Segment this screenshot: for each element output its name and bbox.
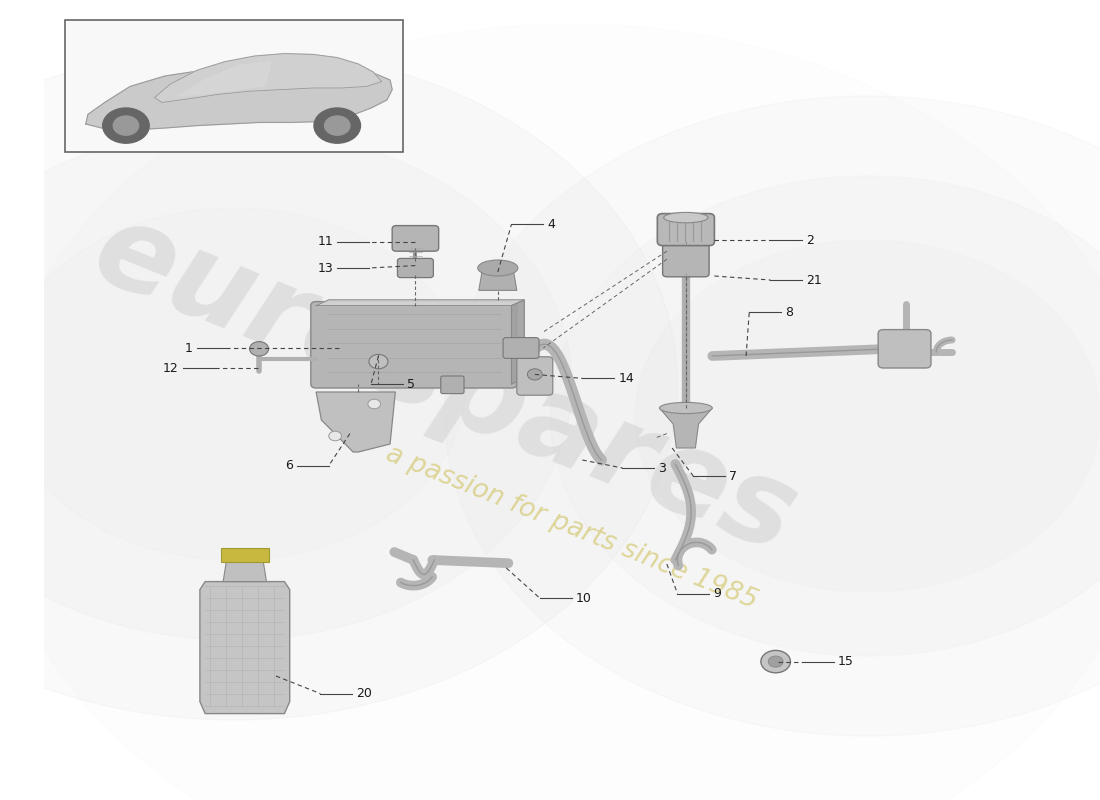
Polygon shape xyxy=(0,24,1100,800)
Text: 6: 6 xyxy=(285,459,293,472)
FancyBboxPatch shape xyxy=(517,357,553,395)
FancyBboxPatch shape xyxy=(658,214,714,246)
Polygon shape xyxy=(446,96,1100,736)
Text: 12: 12 xyxy=(163,362,179,374)
Polygon shape xyxy=(512,300,525,384)
FancyBboxPatch shape xyxy=(503,338,539,358)
Text: 13: 13 xyxy=(317,262,333,274)
Text: 3: 3 xyxy=(659,462,667,474)
FancyBboxPatch shape xyxy=(441,376,464,394)
Text: 20: 20 xyxy=(356,687,372,700)
Ellipse shape xyxy=(477,260,518,276)
FancyBboxPatch shape xyxy=(878,330,931,368)
Polygon shape xyxy=(635,240,1100,592)
Polygon shape xyxy=(0,128,572,640)
FancyBboxPatch shape xyxy=(311,302,517,388)
Circle shape xyxy=(250,342,268,356)
Circle shape xyxy=(314,108,361,143)
Text: 14: 14 xyxy=(618,372,634,385)
Text: 9: 9 xyxy=(713,587,722,600)
Text: 7: 7 xyxy=(729,470,737,482)
Circle shape xyxy=(102,108,150,143)
Text: a passion for parts since 1985: a passion for parts since 1985 xyxy=(382,442,761,614)
Polygon shape xyxy=(551,176,1100,656)
Polygon shape xyxy=(316,392,395,452)
FancyBboxPatch shape xyxy=(397,258,433,278)
Circle shape xyxy=(324,116,350,135)
FancyBboxPatch shape xyxy=(662,240,710,277)
Polygon shape xyxy=(179,62,271,96)
Ellipse shape xyxy=(663,212,708,223)
Polygon shape xyxy=(223,562,266,582)
Polygon shape xyxy=(0,48,678,720)
Text: 10: 10 xyxy=(576,592,592,605)
Polygon shape xyxy=(200,582,289,714)
Text: 21: 21 xyxy=(806,274,822,286)
Polygon shape xyxy=(221,548,268,562)
Circle shape xyxy=(329,431,341,441)
Bar xyxy=(65,20,403,152)
Polygon shape xyxy=(660,408,713,448)
Text: 8: 8 xyxy=(785,306,793,318)
Polygon shape xyxy=(154,54,382,102)
Polygon shape xyxy=(316,300,525,306)
Text: eurospares: eurospares xyxy=(77,191,813,577)
Text: 4: 4 xyxy=(548,218,556,230)
Polygon shape xyxy=(86,66,393,130)
Polygon shape xyxy=(478,272,517,290)
Circle shape xyxy=(113,116,139,135)
FancyBboxPatch shape xyxy=(393,226,439,251)
Text: 15: 15 xyxy=(838,655,854,668)
Circle shape xyxy=(761,650,791,673)
Ellipse shape xyxy=(660,402,713,414)
Polygon shape xyxy=(1,208,466,560)
Circle shape xyxy=(768,656,783,667)
Circle shape xyxy=(527,369,542,380)
Text: 1: 1 xyxy=(185,342,192,354)
Text: 2: 2 xyxy=(806,234,814,246)
Text: 5: 5 xyxy=(407,378,415,390)
Circle shape xyxy=(368,354,388,369)
Text: 11: 11 xyxy=(317,235,333,248)
Circle shape xyxy=(367,399,381,409)
